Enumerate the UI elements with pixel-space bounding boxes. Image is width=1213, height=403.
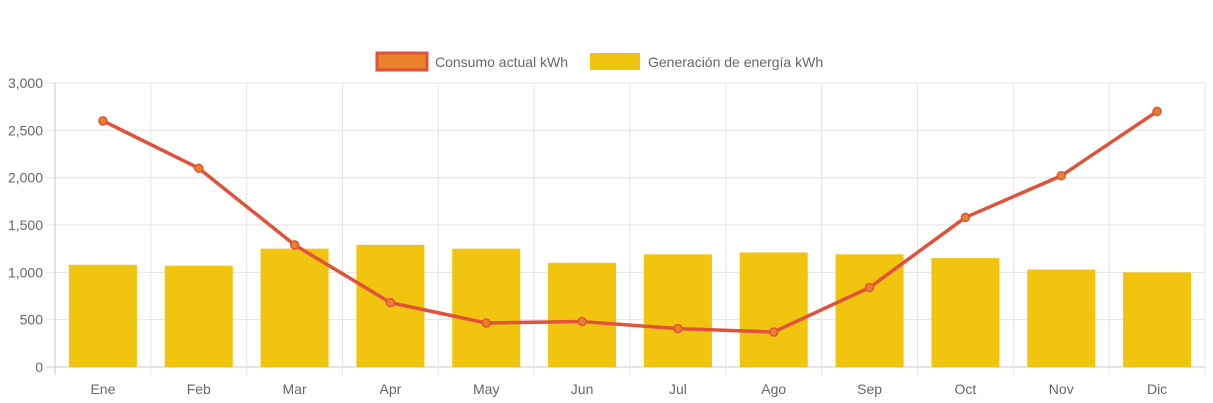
line-point [1056, 171, 1066, 181]
line-series [98, 106, 1162, 337]
y-tick-label: 0 [35, 359, 43, 375]
bar [1123, 272, 1192, 367]
bar [452, 248, 521, 367]
y-axis: 0 500 1,000 1,500 2,000 2,500 3,000 [8, 75, 43, 375]
line-point [98, 116, 108, 126]
x-tick-label: Mar [283, 381, 307, 397]
bar [835, 254, 904, 367]
line-point [385, 297, 396, 308]
line-point [289, 240, 300, 250]
legend-swatch-generacion [590, 53, 640, 70]
x-axis: Ene Feb Mar Apr May Jun Jul Ago Sep Oct Nov Dic [90, 381, 1167, 397]
bar [643, 254, 712, 367]
x-tick-label: Feb [187, 381, 211, 397]
line-point [577, 316, 587, 327]
line-point [1152, 106, 1162, 117]
y-tick-label: 1,500 [8, 217, 43, 233]
line-point [864, 282, 875, 293]
chart-legend: Consumo actual kWh Generación de energía… [375, 51, 823, 72]
x-tick-label: Ene [90, 381, 115, 397]
x-tick-label: Sep [857, 381, 882, 397]
x-tick-label: Ago [761, 381, 786, 397]
consumption-line [101, 109, 1159, 334]
line-point [960, 212, 971, 223]
y-tick-label: 500 [20, 312, 44, 328]
y-tick-label: 2,000 [8, 170, 43, 186]
bar [1027, 269, 1096, 367]
line-point [769, 327, 779, 337]
x-tick-label: Oct [955, 381, 977, 397]
legend-swatch-consumo [375, 51, 429, 72]
legend-item-consumo[interactable]: Consumo actual kWh [375, 51, 568, 72]
line-point [481, 318, 491, 328]
y-tick-label: 1,000 [8, 264, 43, 280]
y-tick-label: 2,500 [8, 122, 43, 138]
bar [68, 264, 137, 367]
bar [260, 248, 329, 367]
legend-item-generacion[interactable]: Generación de energía kWh [590, 53, 823, 70]
x-tick-label: Dic [1147, 381, 1167, 397]
line-point [673, 323, 683, 334]
y-tick-label: 3,000 [8, 75, 43, 91]
bar [931, 258, 1000, 367]
x-tick-label: Jul [669, 381, 687, 397]
x-tick-label: Apr [380, 381, 402, 397]
bar [164, 265, 233, 367]
legend-label-generacion: Generación de energía kWh [648, 54, 823, 70]
x-tick-label: Nov [1049, 381, 1074, 397]
legend-label-consumo: Consumo actual kWh [435, 54, 568, 70]
line-point [194, 163, 204, 173]
bar [548, 262, 617, 367]
bar [739, 252, 808, 367]
x-tick-label: May [473, 381, 499, 397]
x-tick-label: Jun [571, 381, 594, 397]
